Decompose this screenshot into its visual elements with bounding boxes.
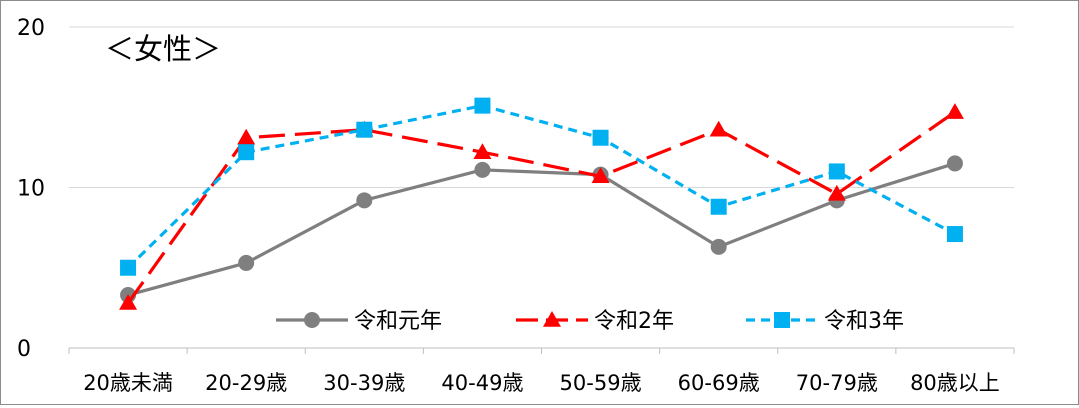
y-tick-label: 10 (17, 177, 45, 202)
data-point-triangle (119, 294, 138, 310)
legend-marker-triangle (543, 311, 561, 327)
y-tick-label: 20 (17, 16, 45, 41)
data-point-circle (238, 254, 255, 271)
legend-marker-square (774, 312, 790, 328)
data-point-square (828, 163, 845, 180)
y-tick-label: 0 (17, 337, 31, 362)
data-point-circle (710, 238, 727, 255)
data-point-circle (356, 192, 373, 209)
legend-marker-circle (304, 312, 320, 328)
x-tick-label: 70-79歳 (796, 371, 878, 395)
data-point-triangle (827, 184, 846, 201)
data-point-square (120, 259, 137, 276)
legend-label: 令和2年 (594, 309, 674, 334)
gridlines (69, 26, 1014, 188)
data-point-square (592, 129, 609, 146)
series-lines (119, 97, 964, 310)
series-line-0 (127, 161, 956, 297)
data-point-triangle (709, 120, 728, 137)
x-tick-label: 60-69歳 (678, 371, 760, 395)
x-tick-label: 30-39歳 (323, 371, 405, 395)
data-point-square (238, 144, 255, 161)
data-point-triangle (473, 143, 492, 159)
legend-label: 令和元年 (354, 309, 442, 334)
data-point-square (356, 121, 373, 138)
legend: 令和元年 令和2年 令和3年 (276, 309, 904, 334)
data-point-circle (474, 161, 491, 178)
data-point-circle (946, 155, 963, 172)
data-point-square (474, 97, 491, 114)
x-tick-label: 20歳未満 (83, 371, 173, 395)
data-point-triangle (945, 103, 964, 119)
chart-title: ＜女性＞ (105, 32, 221, 66)
x-tick-label: 40-49歳 (441, 371, 523, 395)
data-point-square (710, 198, 727, 215)
data-point-triangle (591, 167, 610, 184)
series-line-1 (126, 110, 956, 304)
x-tick-label: 20-29歳 (205, 371, 287, 395)
x-tick-label: 80歳以上 (910, 371, 1000, 395)
series-line-2 (126, 104, 956, 269)
x-tick-label: 50-59歳 (560, 371, 642, 395)
axes: 0 10 20 20歳未満 20-29歳 30-39歳 40-49歳 50-59歳 60-69歳… (17, 16, 1015, 395)
data-point-square (946, 226, 963, 243)
legend-label: 令和3年 (824, 309, 904, 334)
data-point-triangle (237, 128, 256, 145)
